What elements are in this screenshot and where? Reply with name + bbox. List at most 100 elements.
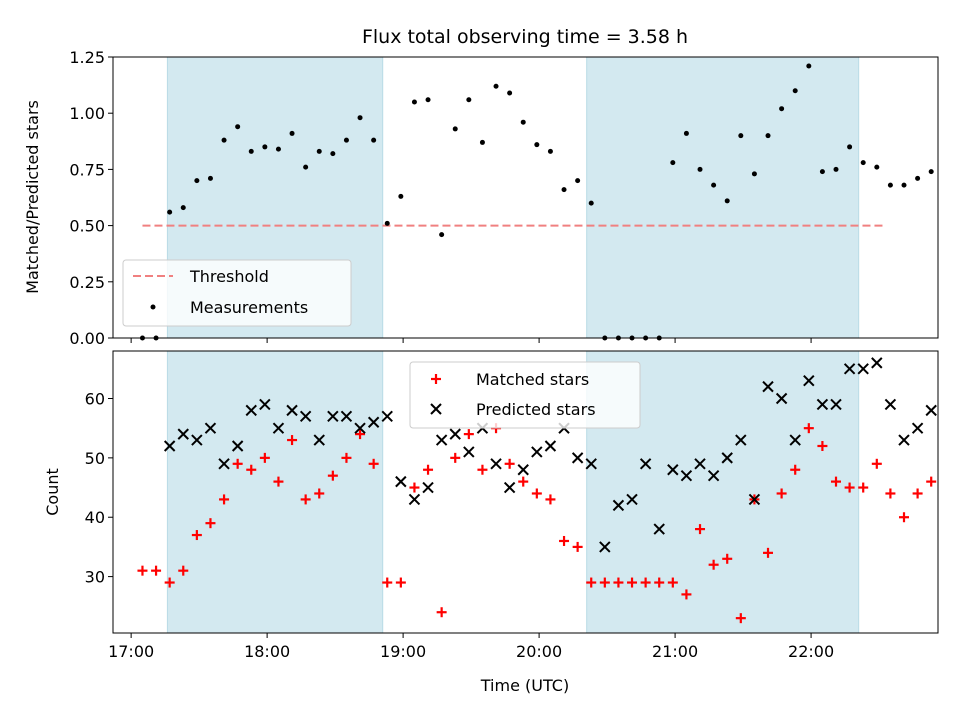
predicted-star-point xyxy=(925,404,937,417)
measurement-point xyxy=(915,175,921,181)
predicted-star-point-b xyxy=(259,398,271,411)
measurement-point xyxy=(425,97,431,103)
measurement-point xyxy=(575,178,581,184)
matched-star-point xyxy=(695,524,706,535)
predicted-legend-swatch xyxy=(430,403,442,415)
matched-star-point xyxy=(844,482,855,493)
predicted-star-point-b xyxy=(843,363,856,375)
predicted-star-point xyxy=(762,380,774,393)
matched-star-point xyxy=(599,577,610,588)
measurement-point xyxy=(466,97,472,103)
bottom-y-tick-label: 50 xyxy=(85,449,105,468)
bottom-y-axis-label: Count xyxy=(43,468,62,516)
measurement-point xyxy=(303,164,309,170)
x-axis-label: Time (UTC) xyxy=(480,676,569,695)
chart-title: Flux total observing time = 3.58 h xyxy=(362,26,688,48)
predicted-star-point xyxy=(911,422,924,434)
predicted-star-point-b xyxy=(789,434,801,446)
matched-star-point xyxy=(259,452,270,463)
matched-star-point xyxy=(912,488,923,499)
predicted-star-point xyxy=(245,404,257,417)
predicted-star-point xyxy=(544,440,557,452)
matched-star-point xyxy=(654,577,665,588)
measurement-point xyxy=(683,130,689,136)
bottom-axes-frame xyxy=(112,350,939,634)
matched-star-point xyxy=(681,589,692,600)
predicted-star-point xyxy=(367,416,380,428)
predicted-star-point xyxy=(259,398,271,411)
predicted-star-point xyxy=(503,481,516,494)
matched-star-point xyxy=(232,458,243,469)
predicted-star-point-b xyxy=(803,374,815,387)
matched-star-point xyxy=(395,577,406,588)
matched-star-point xyxy=(763,547,774,558)
predicted-star-point xyxy=(816,398,829,411)
predicted-star-point xyxy=(789,434,801,446)
predicted-star-point xyxy=(327,410,339,423)
predicted-star-point xyxy=(463,446,475,458)
matched-star-point xyxy=(191,530,202,541)
matched-star-point xyxy=(926,476,937,487)
predicted-star-point-b xyxy=(367,416,380,428)
measurement-point xyxy=(289,130,295,136)
predicted-star-point xyxy=(163,440,176,452)
predicted-star-point-b xyxy=(218,458,230,470)
predicted-star-point xyxy=(204,422,217,434)
measurement-point xyxy=(520,119,526,125)
bottom-star-points xyxy=(137,357,937,624)
predicted-star-point-b xyxy=(884,398,897,411)
matched-star-point xyxy=(327,470,338,481)
predicted-star-point xyxy=(340,410,353,423)
measurement-point xyxy=(751,171,757,177)
top-shaded-intervals xyxy=(166,56,860,339)
measurement-point xyxy=(479,139,485,145)
matched-star-point xyxy=(137,565,148,576)
measurement-point xyxy=(262,144,268,150)
predicted-star-point xyxy=(803,374,815,387)
matched-star-point xyxy=(708,559,719,570)
predicted-star-point xyxy=(531,446,543,458)
predicted-star-point xyxy=(667,464,679,476)
measurement-point xyxy=(887,182,893,188)
measurement-point xyxy=(819,169,825,175)
predicted-star-point xyxy=(585,458,597,470)
measurement-point xyxy=(738,133,744,139)
measurement-point xyxy=(439,232,445,238)
predicted-star-point xyxy=(422,481,434,494)
predicted-star-point xyxy=(313,434,325,446)
matched-star-point xyxy=(858,482,869,493)
bottom-x-tick-label: 19:00 xyxy=(380,642,426,661)
predicted-star-point-b xyxy=(571,452,584,464)
matched-star-point xyxy=(518,476,529,487)
predicted-star-point-b xyxy=(721,452,733,464)
predicted-star-point xyxy=(694,458,706,470)
matched-star-point xyxy=(477,464,488,475)
matched-star-point xyxy=(817,440,828,451)
predicted-star-point-b xyxy=(775,392,788,405)
matched-star-point xyxy=(899,512,910,523)
matched-star-point xyxy=(871,458,882,469)
matched-star-point xyxy=(463,429,474,440)
predicted-star-point xyxy=(612,499,625,512)
predicted-star-point-b xyxy=(435,434,448,446)
measurement-point xyxy=(343,137,349,143)
bottom-x-tick-label: 20:00 xyxy=(516,642,562,661)
predicted-star-point-b xyxy=(748,493,761,506)
top-axes-frame xyxy=(112,56,939,339)
matched-star-point xyxy=(409,482,420,493)
predicted-star-point xyxy=(653,523,665,535)
measurement-point xyxy=(724,198,730,204)
predicted-star-point xyxy=(286,404,298,417)
measurement-point xyxy=(275,146,281,152)
matched-star-point xyxy=(572,541,583,552)
bottom-y-tick-label: 60 xyxy=(85,389,105,408)
matched-star-point xyxy=(300,494,311,505)
bottom-shaded-interval-0 xyxy=(166,350,384,634)
predicted-star-point-b xyxy=(680,469,693,482)
top-y-tick-label: 1.25 xyxy=(69,48,105,67)
predicted-star-point-b xyxy=(449,428,461,440)
matched-star-point xyxy=(382,577,393,588)
predicted-star-point xyxy=(435,434,448,446)
predicted-star-point-b xyxy=(204,422,217,434)
